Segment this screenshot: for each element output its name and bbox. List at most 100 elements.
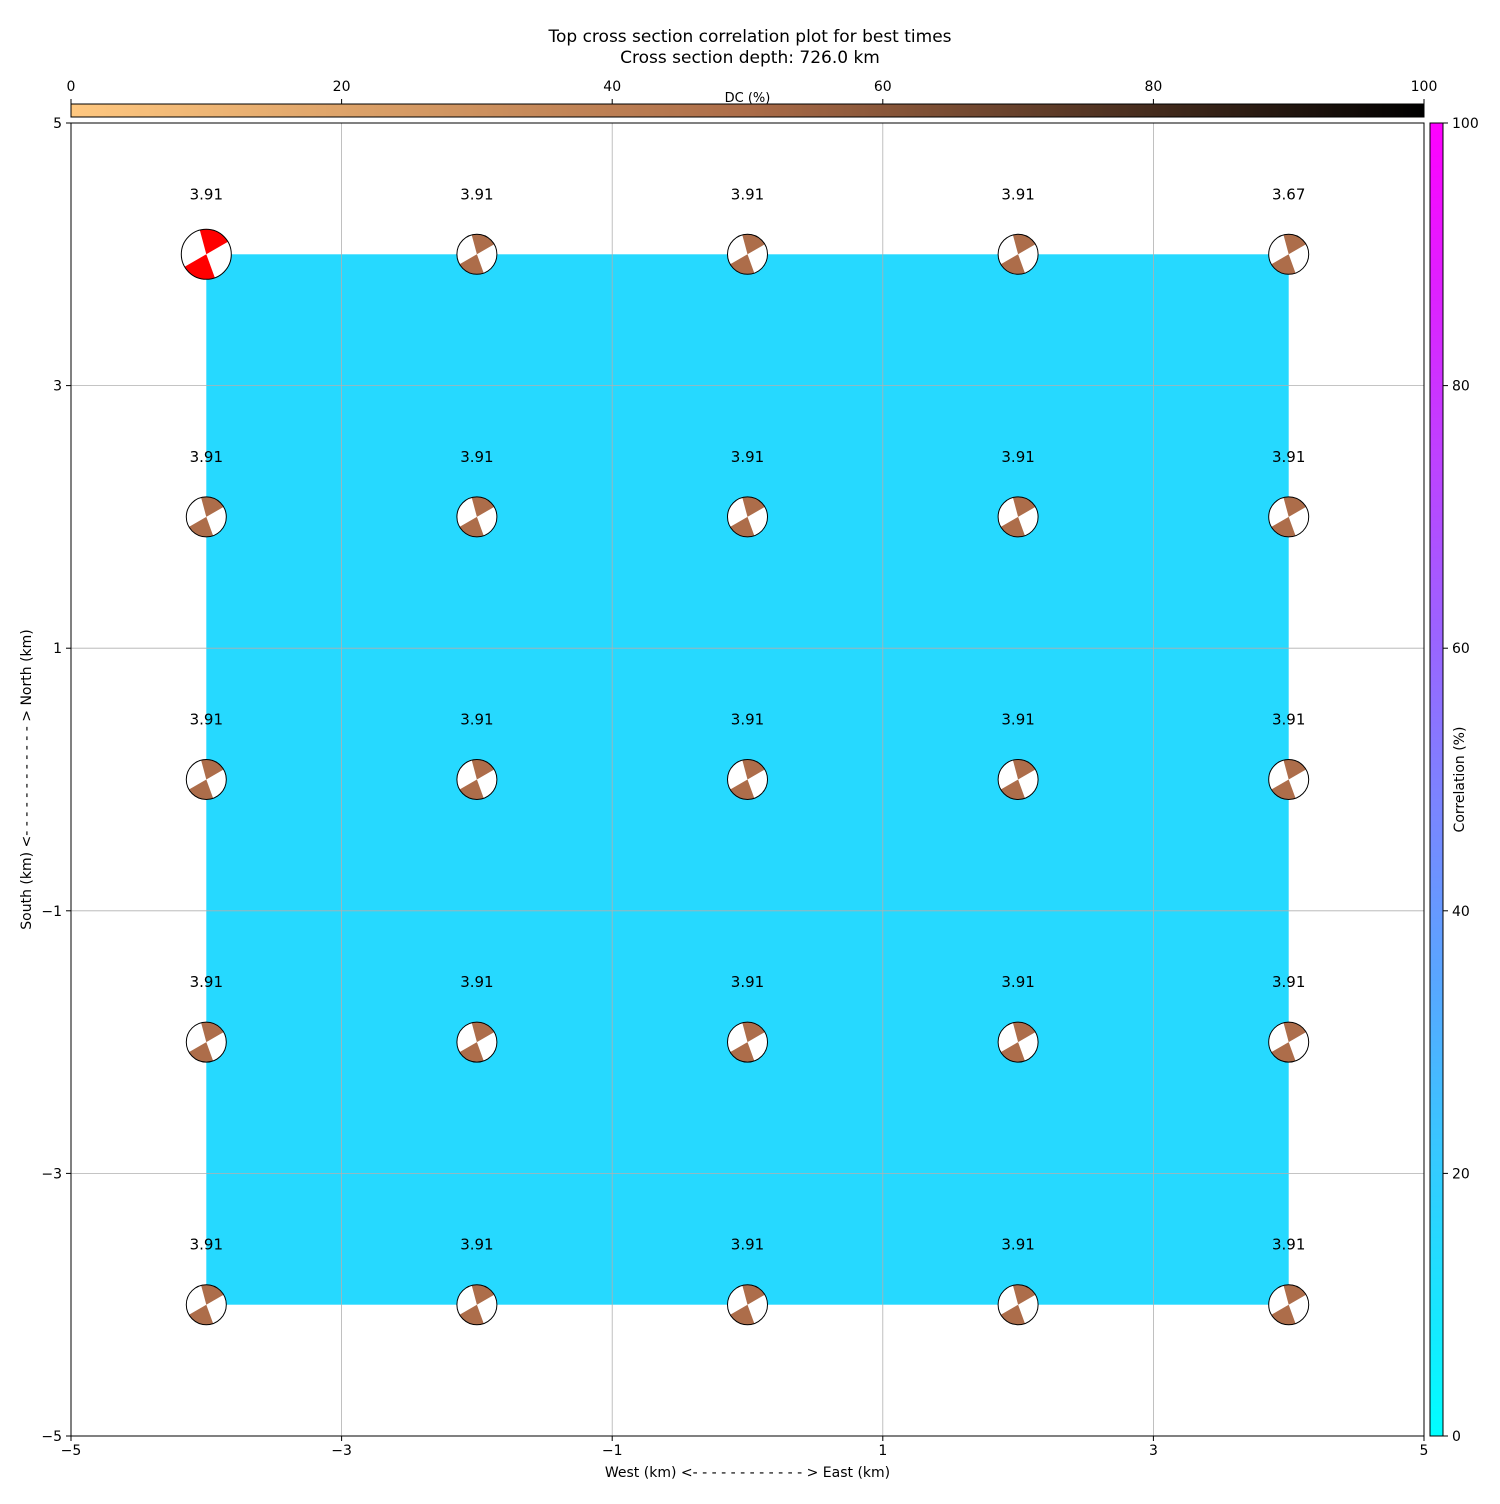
beachball-r4-c4-quadrant-upper <box>1283 1284 1307 1305</box>
beachball-r4-c4-quadrant-lower <box>1271 1304 1296 1325</box>
beachball-r0-c1-quadrant-upper <box>471 234 495 255</box>
value-label-r3-c4: 3.91 <box>1272 973 1305 991</box>
value-label-r0-c0: 3.91 <box>190 185 223 203</box>
dc-colorbar-tick-label-1: 20 <box>333 79 351 95</box>
value-label-r3-c2: 3.91 <box>731 973 764 991</box>
beachball-r3-c0-outline <box>185 1021 227 1063</box>
beachball-r1-c0-quadrant-lower <box>188 516 214 537</box>
beachball-r1-c3-quadrant-upper <box>1012 496 1036 517</box>
value-label-r2-c2: 3.91 <box>731 711 764 729</box>
x-axis-label: West (km) <- - - - - - - - - - - - > Eas… <box>605 1465 890 1481</box>
beachball-r2-c1-quadrant-lower <box>459 779 484 800</box>
beachball-r2-c4-quadrant-lower <box>1271 779 1296 800</box>
beachball-r3-c1-quadrant-upper <box>471 1022 495 1043</box>
y-tick-label-2: −1 <box>41 904 62 920</box>
correlation-colorbar-tick-label-4: 80 <box>1452 379 1470 395</box>
beachball-r0-c3-quadrant-lower <box>1000 254 1025 275</box>
beachball-r4-c1-quadrant-lower <box>459 1304 484 1325</box>
beachball-r3-c0-quadrant-upper <box>201 1022 224 1043</box>
dc-colorbar-tick-label-5: 100 <box>1411 79 1438 95</box>
y-tick-label-0: −5 <box>41 1429 62 1445</box>
plot-frame <box>70 122 1425 1437</box>
value-label-r2-c3: 3.91 <box>1001 711 1034 729</box>
value-label-r2-c4: 3.91 <box>1272 711 1305 729</box>
correlation-colorbar <box>1429 122 1444 1437</box>
correlation-colorbar-tick-label-5: 100 <box>1452 116 1479 132</box>
beachball-r0-c0-outline <box>180 228 232 280</box>
beachball-r2-c2-quadrant-upper <box>742 759 765 780</box>
beachball-r2-c4-outline <box>1268 759 1310 800</box>
beachball-r0-c3-quadrant-upper <box>1012 234 1036 255</box>
dc-colorbar-label: DC (%) <box>725 91 771 106</box>
beachball-r2-c3-quadrant-lower <box>1000 779 1025 800</box>
beachball-r2-c1-outline <box>456 759 498 800</box>
y-tick-label-4: 3 <box>53 379 62 395</box>
beachball-r2-c1-quadrant-upper <box>471 759 495 780</box>
beachball-r0-c2-outline <box>727 233 768 275</box>
beachball-r3-c4-quadrant-lower <box>1271 1042 1296 1063</box>
value-label-r0-c1: 3.91 <box>460 185 493 203</box>
chart-title: Top cross section correlation plot for b… <box>548 27 952 47</box>
beachball-r0-c0-quadrant-lower <box>184 254 215 280</box>
beachball-r0-c2-quadrant-upper <box>742 234 765 255</box>
beachball-r4-c3-quadrant-lower <box>1000 1304 1025 1325</box>
value-label-r1-c2: 3.91 <box>731 448 764 466</box>
beachball-r4-c0-quadrant-lower <box>188 1304 214 1325</box>
y-tick-label-1: −3 <box>41 1166 62 1182</box>
beachball-r4-c1-outline <box>456 1284 498 1326</box>
x-tick-label-0: −5 <box>61 1443 82 1459</box>
dc-colorbar <box>70 103 1425 118</box>
beachball-r0-c1-outline <box>456 233 498 275</box>
dc-colorbar-tick-label-4: 80 <box>1144 79 1162 95</box>
value-label-r4-c0: 3.91 <box>190 1236 223 1254</box>
beachball-r2-c3-quadrant-upper <box>1012 759 1036 780</box>
beachball-r1-c2-quadrant-upper <box>742 496 765 517</box>
value-label-r0-c4: 3.67 <box>1272 185 1305 203</box>
beachball-r0-c4-quadrant-lower <box>1271 254 1296 275</box>
value-label-r1-c3: 3.91 <box>1001 448 1034 466</box>
beachball-r4-c0-outline <box>185 1284 227 1326</box>
correlation-colorbar-tick-label-0: 0 <box>1452 1429 1461 1445</box>
value-label-r3-c0: 3.91 <box>190 973 223 991</box>
beachball-r3-c1-quadrant-lower <box>459 1042 484 1063</box>
x-tick-label-4: 3 <box>1149 1443 1158 1459</box>
dc-colorbar-tick-label-3: 60 <box>874 79 892 95</box>
beachball-r3-c3-quadrant-lower <box>1000 1042 1025 1063</box>
beachball-r1-c2-quadrant-lower <box>730 516 755 537</box>
beachball-r3-c2-outline <box>727 1021 768 1063</box>
beachball-r0-c4-outline <box>1268 233 1310 275</box>
beachball-r1-c4-quadrant-lower <box>1271 516 1296 537</box>
beachball-r0-c3-outline <box>997 233 1039 275</box>
beachball-r3-c2-quadrant-lower <box>730 1042 755 1063</box>
value-label-r1-c1: 3.91 <box>460 448 493 466</box>
beachball-r3-c0-quadrant-lower <box>188 1042 214 1063</box>
x-tick-label-1: −3 <box>331 1443 352 1459</box>
beachball-r3-c3-quadrant-upper <box>1012 1022 1036 1043</box>
value-label-r2-c0: 3.91 <box>190 711 223 729</box>
beachball-r0-c0-quadrant-upper <box>199 229 228 255</box>
value-label-r4-c3: 3.91 <box>1001 1236 1034 1254</box>
beachball-r1-c4-outline <box>1268 496 1310 538</box>
beachball-r0-c1-quadrant-lower <box>459 254 484 275</box>
beachball-r1-c2-outline <box>727 496 768 538</box>
beachball-r4-c2-quadrant-upper <box>742 1284 765 1305</box>
dc-colorbar-tick-label-2: 40 <box>603 79 621 95</box>
x-tick-label-2: −1 <box>602 1443 623 1459</box>
beachball-r4-c3-outline <box>997 1284 1039 1326</box>
beachball-r2-c2-quadrant-lower <box>730 779 755 800</box>
beachball-r2-c3-outline <box>997 759 1039 800</box>
beachball-r4-c4-outline <box>1268 1284 1310 1326</box>
value-label-r1-c0: 3.91 <box>190 448 223 466</box>
x-tick-label-5: 5 <box>1420 1443 1429 1459</box>
beachball-r3-c2-quadrant-upper <box>742 1022 765 1043</box>
beachball-r3-c4-outline <box>1268 1021 1310 1063</box>
correlation-colorbar-tick-label-3: 60 <box>1452 641 1470 657</box>
beachball-r0-c4-quadrant-upper <box>1283 234 1307 255</box>
beachball-r1-c1-quadrant-upper <box>471 496 495 517</box>
chart-subtitle: Cross section depth: 726.0 km <box>620 48 880 68</box>
beachball-r1-c1-quadrant-lower <box>459 516 484 537</box>
correlation-colorbar-label: Correlation (%) <box>1452 727 1468 833</box>
correlation-colorbar-tick-label-2: 40 <box>1452 904 1470 920</box>
dc-colorbar-tick-label-0: 0 <box>67 79 76 95</box>
